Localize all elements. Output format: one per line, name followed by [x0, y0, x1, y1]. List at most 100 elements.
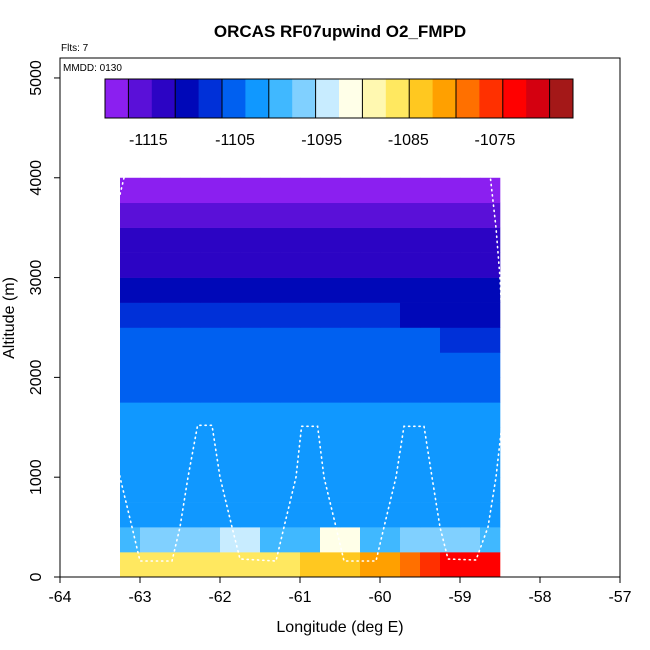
heatmap-cell — [260, 302, 281, 328]
heatmap-cell — [380, 452, 401, 478]
heatmap-cell — [480, 352, 501, 378]
heatmap-cell — [280, 427, 301, 453]
colorbar-tick-label: -1105 — [215, 132, 255, 149]
heatmap-cell — [140, 277, 161, 303]
heatmap-cell — [200, 427, 221, 453]
heatmap-cell — [120, 502, 141, 528]
heatmap-cell — [120, 202, 141, 228]
heatmap-cell — [380, 427, 401, 453]
heatmap-cell — [340, 327, 361, 353]
heatmap-cell — [180, 302, 201, 328]
heatmap-cell — [180, 352, 201, 378]
heatmap-cell — [280, 402, 301, 428]
y-tick-label: 5000 — [28, 60, 45, 96]
heatmap-cell — [140, 327, 161, 353]
heatmap-cell — [200, 527, 221, 553]
heatmap-cell — [360, 202, 381, 228]
heatmap-cell — [300, 402, 321, 428]
heatmap-cell — [260, 177, 281, 204]
heatmap-cell — [140, 552, 161, 578]
heatmap-cell — [180, 527, 201, 553]
heatmap-cell — [320, 527, 341, 553]
heatmap-cell — [380, 177, 401, 204]
heatmap-cell — [320, 327, 341, 353]
heatmap-cell — [340, 177, 361, 204]
heatmap-cell — [440, 552, 461, 578]
colorbar-segment — [526, 79, 550, 118]
heatmap-cell — [340, 427, 361, 453]
colorbar-segment — [268, 79, 293, 118]
heatmap-cell — [400, 202, 421, 228]
heatmap-cell — [140, 427, 161, 453]
heatmap-cell — [320, 202, 341, 228]
chart-title: ORCAS RF07upwind O2_FMPD — [214, 22, 466, 41]
x-tick-label: -58 — [528, 589, 551, 606]
heatmap-cell — [340, 302, 361, 328]
heatmap-cell — [340, 452, 361, 478]
heatmap-cell — [260, 252, 281, 278]
heatmap-cell — [360, 477, 381, 503]
heatmap-cell — [240, 352, 261, 378]
heatmap-cell — [220, 452, 241, 478]
heatmap-cell — [320, 277, 341, 303]
heatmap-cell — [340, 202, 361, 228]
heatmap-cell — [480, 502, 501, 528]
heatmap-cell — [200, 177, 221, 204]
heatmap-cell — [360, 277, 381, 303]
heatmap-cell — [360, 177, 381, 204]
colorbar-segment — [315, 79, 340, 118]
heatmap-cell — [180, 377, 201, 403]
y-axis-label: Altitude (m) — [1, 277, 18, 359]
heatmap-cell — [300, 527, 321, 553]
heatmap-cell — [420, 477, 441, 503]
heatmap-cell — [160, 427, 181, 453]
heatmap-cell — [240, 502, 261, 528]
heatmap-cell — [480, 227, 501, 253]
x-tick-label: -57 — [608, 589, 631, 606]
x-axis-label: Longitude (deg E) — [276, 619, 403, 636]
heatmap-cell — [380, 527, 401, 553]
heatmap-cell — [380, 352, 401, 378]
heatmap-cell — [360, 402, 381, 428]
flts-label: Flts: 7 — [61, 43, 89, 54]
heatmap-cell — [440, 427, 461, 453]
heatmap-cell — [440, 177, 461, 204]
heatmap-cell — [440, 452, 461, 478]
heatmap-cell — [220, 502, 241, 528]
heatmap-cell — [320, 227, 341, 253]
heatmap-cell — [120, 352, 141, 378]
heatmap-cell — [240, 227, 261, 253]
heatmap-cell — [400, 377, 421, 403]
heatmap-cell — [400, 452, 421, 478]
heatmap-cell — [120, 402, 141, 428]
heatmap-cell — [240, 302, 261, 328]
heatmap-cell — [360, 352, 381, 378]
x-tick-label: -61 — [288, 589, 311, 606]
heatmap-cell — [420, 177, 441, 204]
heatmap-cell — [180, 477, 201, 503]
heatmap-cell — [180, 227, 201, 253]
heatmap-cell — [140, 502, 161, 528]
heatmap-cell — [460, 477, 481, 503]
heatmap-cell — [380, 502, 401, 528]
heatmap-cell — [280, 477, 301, 503]
colorbar-segment — [128, 79, 153, 118]
heatmap-cell — [300, 302, 321, 328]
x-axis: -64 -63 -62 -61 -60 -59 -58 -57 — [48, 577, 632, 606]
heatmap-cell — [320, 552, 341, 578]
heatmap-cell — [420, 527, 441, 553]
heatmap-cell — [440, 502, 461, 528]
x-tick-label: -64 — [48, 589, 71, 606]
heatmap-cell — [460, 502, 481, 528]
heatmap-cell — [240, 377, 261, 403]
heatmap-cell — [400, 427, 421, 453]
heatmap-cell — [160, 177, 181, 204]
heatmap-cell — [440, 252, 461, 278]
heatmap-cell — [420, 377, 441, 403]
colorbar-segment — [151, 79, 176, 118]
heatmap-cell — [140, 402, 161, 428]
heatmap-cell — [260, 227, 281, 253]
heatmap-cell — [320, 177, 341, 204]
heatmap-cell — [120, 527, 141, 553]
heatmap-cell — [460, 452, 481, 478]
